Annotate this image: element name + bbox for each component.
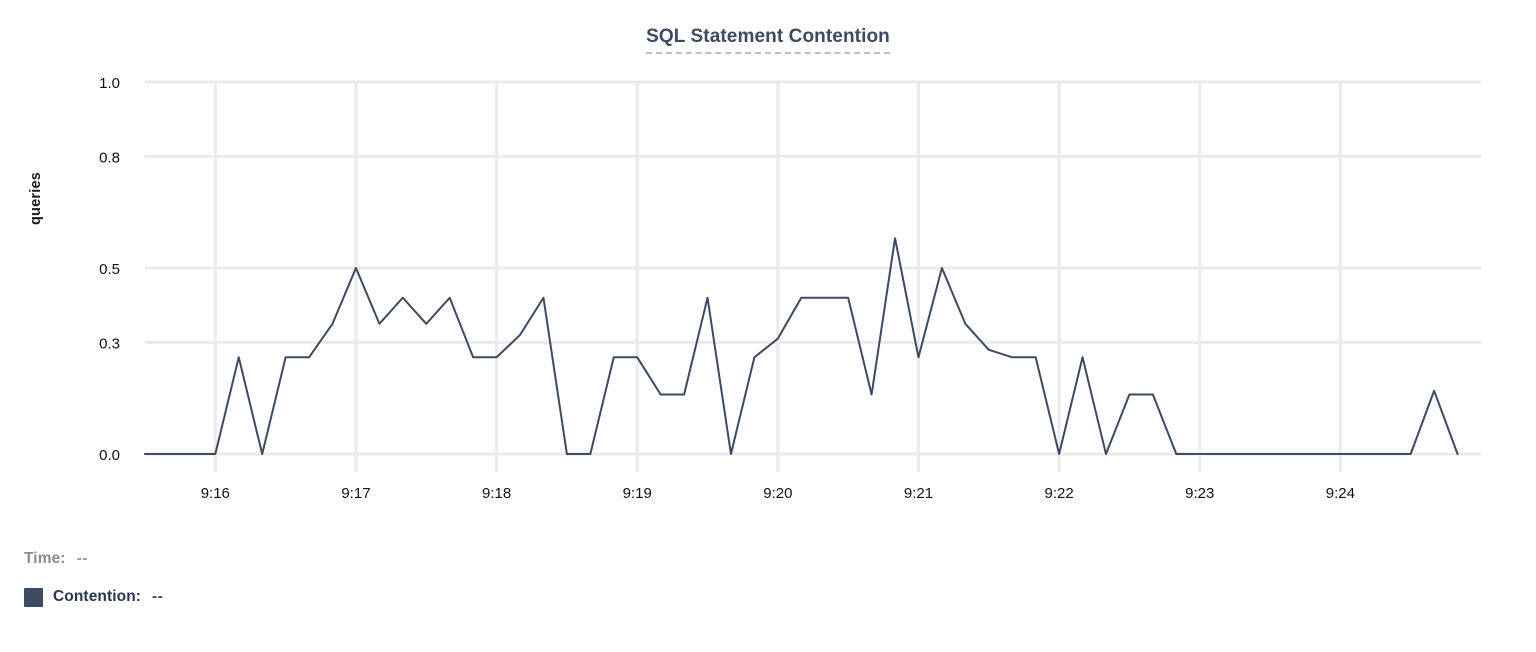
readout-panel: Time: -- Contention: -- [24,540,924,616]
y-tick-label: 1.0 [99,75,120,92]
contention-readout-value: -- [152,588,164,605]
y-tick-label: 0.5 [99,261,120,278]
x-tick-label: 9:20 [763,485,792,502]
x-tick-label: 9:22 [1045,485,1074,502]
x-tick-label: 9:19 [623,485,652,502]
time-readout-label: Time: [24,550,66,567]
legend-swatch-contention [24,587,43,607]
y-axis-tick-labels: 0.0 0.3 0.5 0.8 1.0 [99,75,120,464]
x-axis-tick-labels: 9:16 9:17 9:18 9:19 9:20 9:21 9:22 9:23 9:24 [201,485,1355,502]
line-chart-svg[interactable]: 0.0 0.3 0.5 0.8 1.0 9:16 9:17 9:18 9:19 9:20 9:21… [0,0,1536,530]
series-line-contention[interactable] [144,237,1459,455]
y-tick-label: 0.3 [99,335,120,352]
x-tick-label: 9:16 [201,485,230,502]
x-axis-tick-marks [213,454,1342,472]
time-readout-value: -- [76,550,88,567]
gridlines-horizontal [145,80,1481,456]
x-tick-label: 9:17 [341,485,370,502]
y-tick-label: 0.8 [99,149,120,166]
series-contention-line [144,237,1459,455]
x-tick-label: 9:21 [904,485,933,502]
readout-row-time: Time: -- [24,540,924,578]
x-tick-label: 9:24 [1326,485,1355,502]
page-title[interactable]: SQL Statement Contention [646,26,890,54]
x-tick-label: 9:18 [482,485,511,502]
readout-row-contention: Contention: -- [24,578,924,616]
plot-area[interactable]: 0.0 0.3 0.5 0.8 1.0 9:16 9:17 9:18 9:19 9:20 9:21… [0,0,1536,530]
contention-readout-label: Contention: [53,588,142,605]
y-tick-label: 0.0 [99,447,120,464]
x-tick-label: 9:23 [1185,485,1214,502]
chart-title-container: SQL Statement Contention [0,26,1536,54]
